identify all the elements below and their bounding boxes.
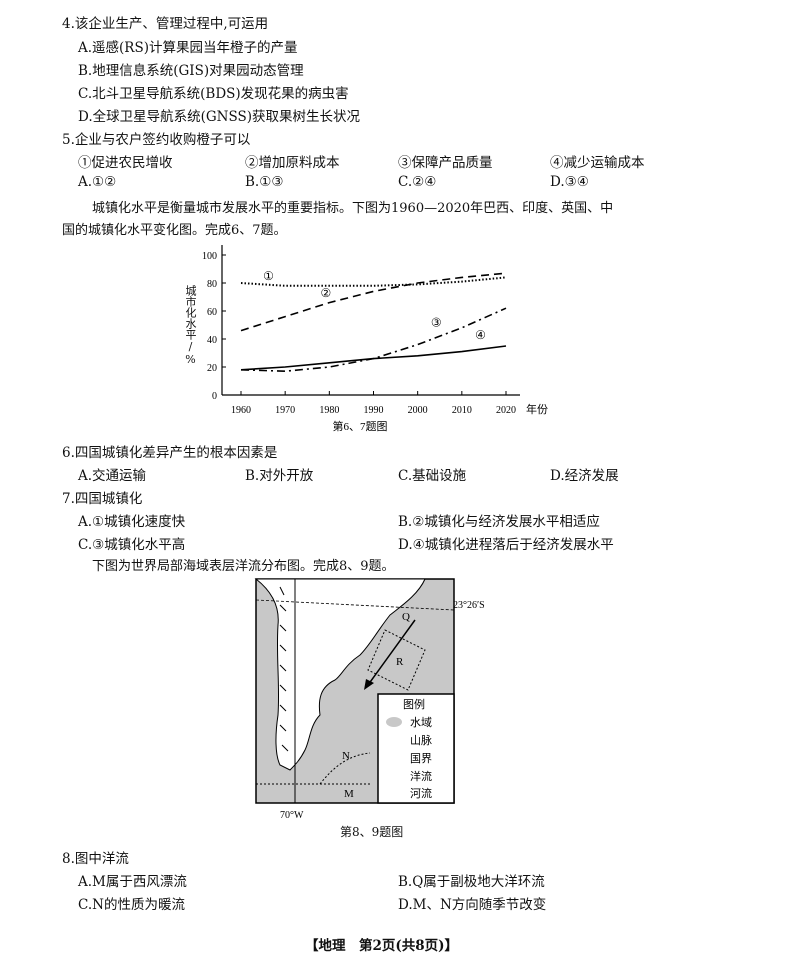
q4-option-a: A.遥感(RS)计算果园当年橙子的产量 — [78, 40, 298, 56]
y-tick-label: 60 — [207, 307, 217, 318]
x-tick-label: 2020 — [496, 405, 516, 416]
q8-option-b: B.Q属于副极地大洋环流 — [398, 874, 545, 890]
legend-title: 图例 — [403, 697, 425, 711]
x-tick-label: 1970 — [275, 405, 295, 416]
q7-option-a: A.①城镇化速度快 — [78, 514, 186, 530]
y-tick-label: 0 — [212, 391, 217, 402]
y-tick-label: 20 — [207, 363, 217, 374]
series-label-4: ④ — [475, 328, 486, 342]
south-america-land — [254, 578, 426, 771]
q7-option-b: B.②城镇化与经济发展水平相适应 — [398, 514, 600, 530]
x-tick-label: 1980 — [319, 405, 339, 416]
x-tick-label: 2000 — [408, 405, 428, 416]
label-n: N — [342, 750, 350, 762]
x-tick-label: 2010 — [452, 405, 472, 416]
ocean-current-map: Q R N M 图例 水域 山脉 国界 洋流 河流 23°26′S 70°W — [254, 578, 485, 821]
q4-option-c: C.北斗卫星导航系统(BDS)发现花果的病虫害 — [78, 86, 349, 102]
intro-6-7: 城镇化水平是衡量城市发展水平的重要指标。下图为1960—2020年巴西、印度、英… — [92, 201, 614, 216]
region-r-box — [367, 629, 426, 691]
q6-option: C.基础设施 — [398, 468, 467, 484]
legend-water: 水域 — [410, 716, 432, 729]
q5-item: ③保障产品质量 — [398, 155, 493, 171]
page-footer: 【地理 第2页(共8页)】 — [305, 938, 459, 954]
series-label-3: ③ — [431, 315, 442, 329]
series-line-4 — [240, 345, 507, 371]
q4-stem: 4.该企业生产、管理过程中,可运用 — [62, 16, 269, 32]
legend-river: 河流 — [410, 786, 432, 800]
q5-item: ①促进农民增收 — [78, 155, 173, 171]
q5-option: B.①③ — [245, 174, 284, 190]
q8-option-a: A.M属于西风漂流 — [78, 874, 187, 890]
legend-current: 洋流 — [410, 769, 432, 783]
x-tick-label: 1960 — [231, 405, 251, 416]
q8-option-d: D.M、N方向随季节改变 — [398, 897, 547, 913]
mountain-symbols — [279, 586, 289, 752]
y-tick-label: 40 — [207, 335, 217, 346]
series-label-2: ② — [321, 286, 332, 300]
x-tick-label: 1990 — [364, 405, 384, 416]
legend-border: 国界 — [410, 752, 432, 765]
current-q-arrowhead — [364, 679, 374, 690]
q8-option-c: C.N的性质为暖流 — [78, 897, 185, 913]
label-r: R — [396, 656, 404, 668]
q5-stem: 5.企业与农户签约收购橙子可以 — [62, 132, 251, 148]
series-line-2 — [240, 272, 507, 332]
series-label-1: ① — [263, 269, 274, 283]
y-tick-label: 100 — [202, 251, 217, 262]
intro-8-9: 下图为世界局部海域表层洋流分布图。完成8、9题。 — [92, 559, 395, 574]
q5-option: C.②④ — [398, 174, 437, 190]
intro-6-7-cont: 国的城镇化水平变化图。完成6、7题。 — [62, 223, 287, 238]
q5-item: ④减少运输成本 — [550, 155, 645, 171]
q6-option: A.交通运输 — [78, 468, 147, 484]
q8-stem: 8.图中洋流 — [62, 851, 129, 867]
legend-box — [377, 693, 455, 804]
q6-option: B.对外开放 — [245, 468, 314, 484]
q7-option-d: D.④城镇化进程落后于经济发展水平 — [398, 537, 614, 553]
label-m: M — [344, 788, 354, 800]
q6-stem: 6.四国城镇化差异产生的根本因素是 — [62, 445, 278, 461]
q5-option: A.①② — [78, 174, 117, 190]
q6-option: D.经济发展 — [550, 468, 619, 484]
q5-item: ②增加原料成本 — [245, 155, 340, 171]
legend-mountain: 山脉 — [410, 733, 432, 747]
longitude-label: 70°W — [280, 810, 304, 821]
q7-stem: 7.四国城镇化 — [62, 491, 143, 507]
q4-option-d: D.全球卫星导航系统(GNSS)获取果树生长状况 — [78, 109, 361, 125]
label-q: Q — [402, 611, 410, 623]
map-caption: 第8、9题图 — [340, 825, 404, 839]
q7-option-c: C.③城镇化水平高 — [78, 537, 186, 553]
urbanization-chart: 0 20 40 60 80 100 1960 1970 1980 1990 2000 2010 2020… — [202, 245, 548, 433]
series-line-1 — [240, 276, 507, 287]
tropic-line — [255, 599, 455, 611]
chart-caption: 第6、7题图 — [333, 419, 388, 433]
q4-option-b: B.地理信息系统(GIS)对果园动态管理 — [78, 63, 304, 79]
q5-option: D.③④ — [550, 174, 589, 190]
chart-y-axis-label: 城市化水平/% — [184, 285, 197, 366]
water-swatch — [386, 717, 402, 727]
latitude-label: 23°26′S — [453, 600, 485, 611]
y-tick-label: 80 — [207, 279, 217, 290]
x-axis-label: 年份 — [526, 402, 548, 416]
